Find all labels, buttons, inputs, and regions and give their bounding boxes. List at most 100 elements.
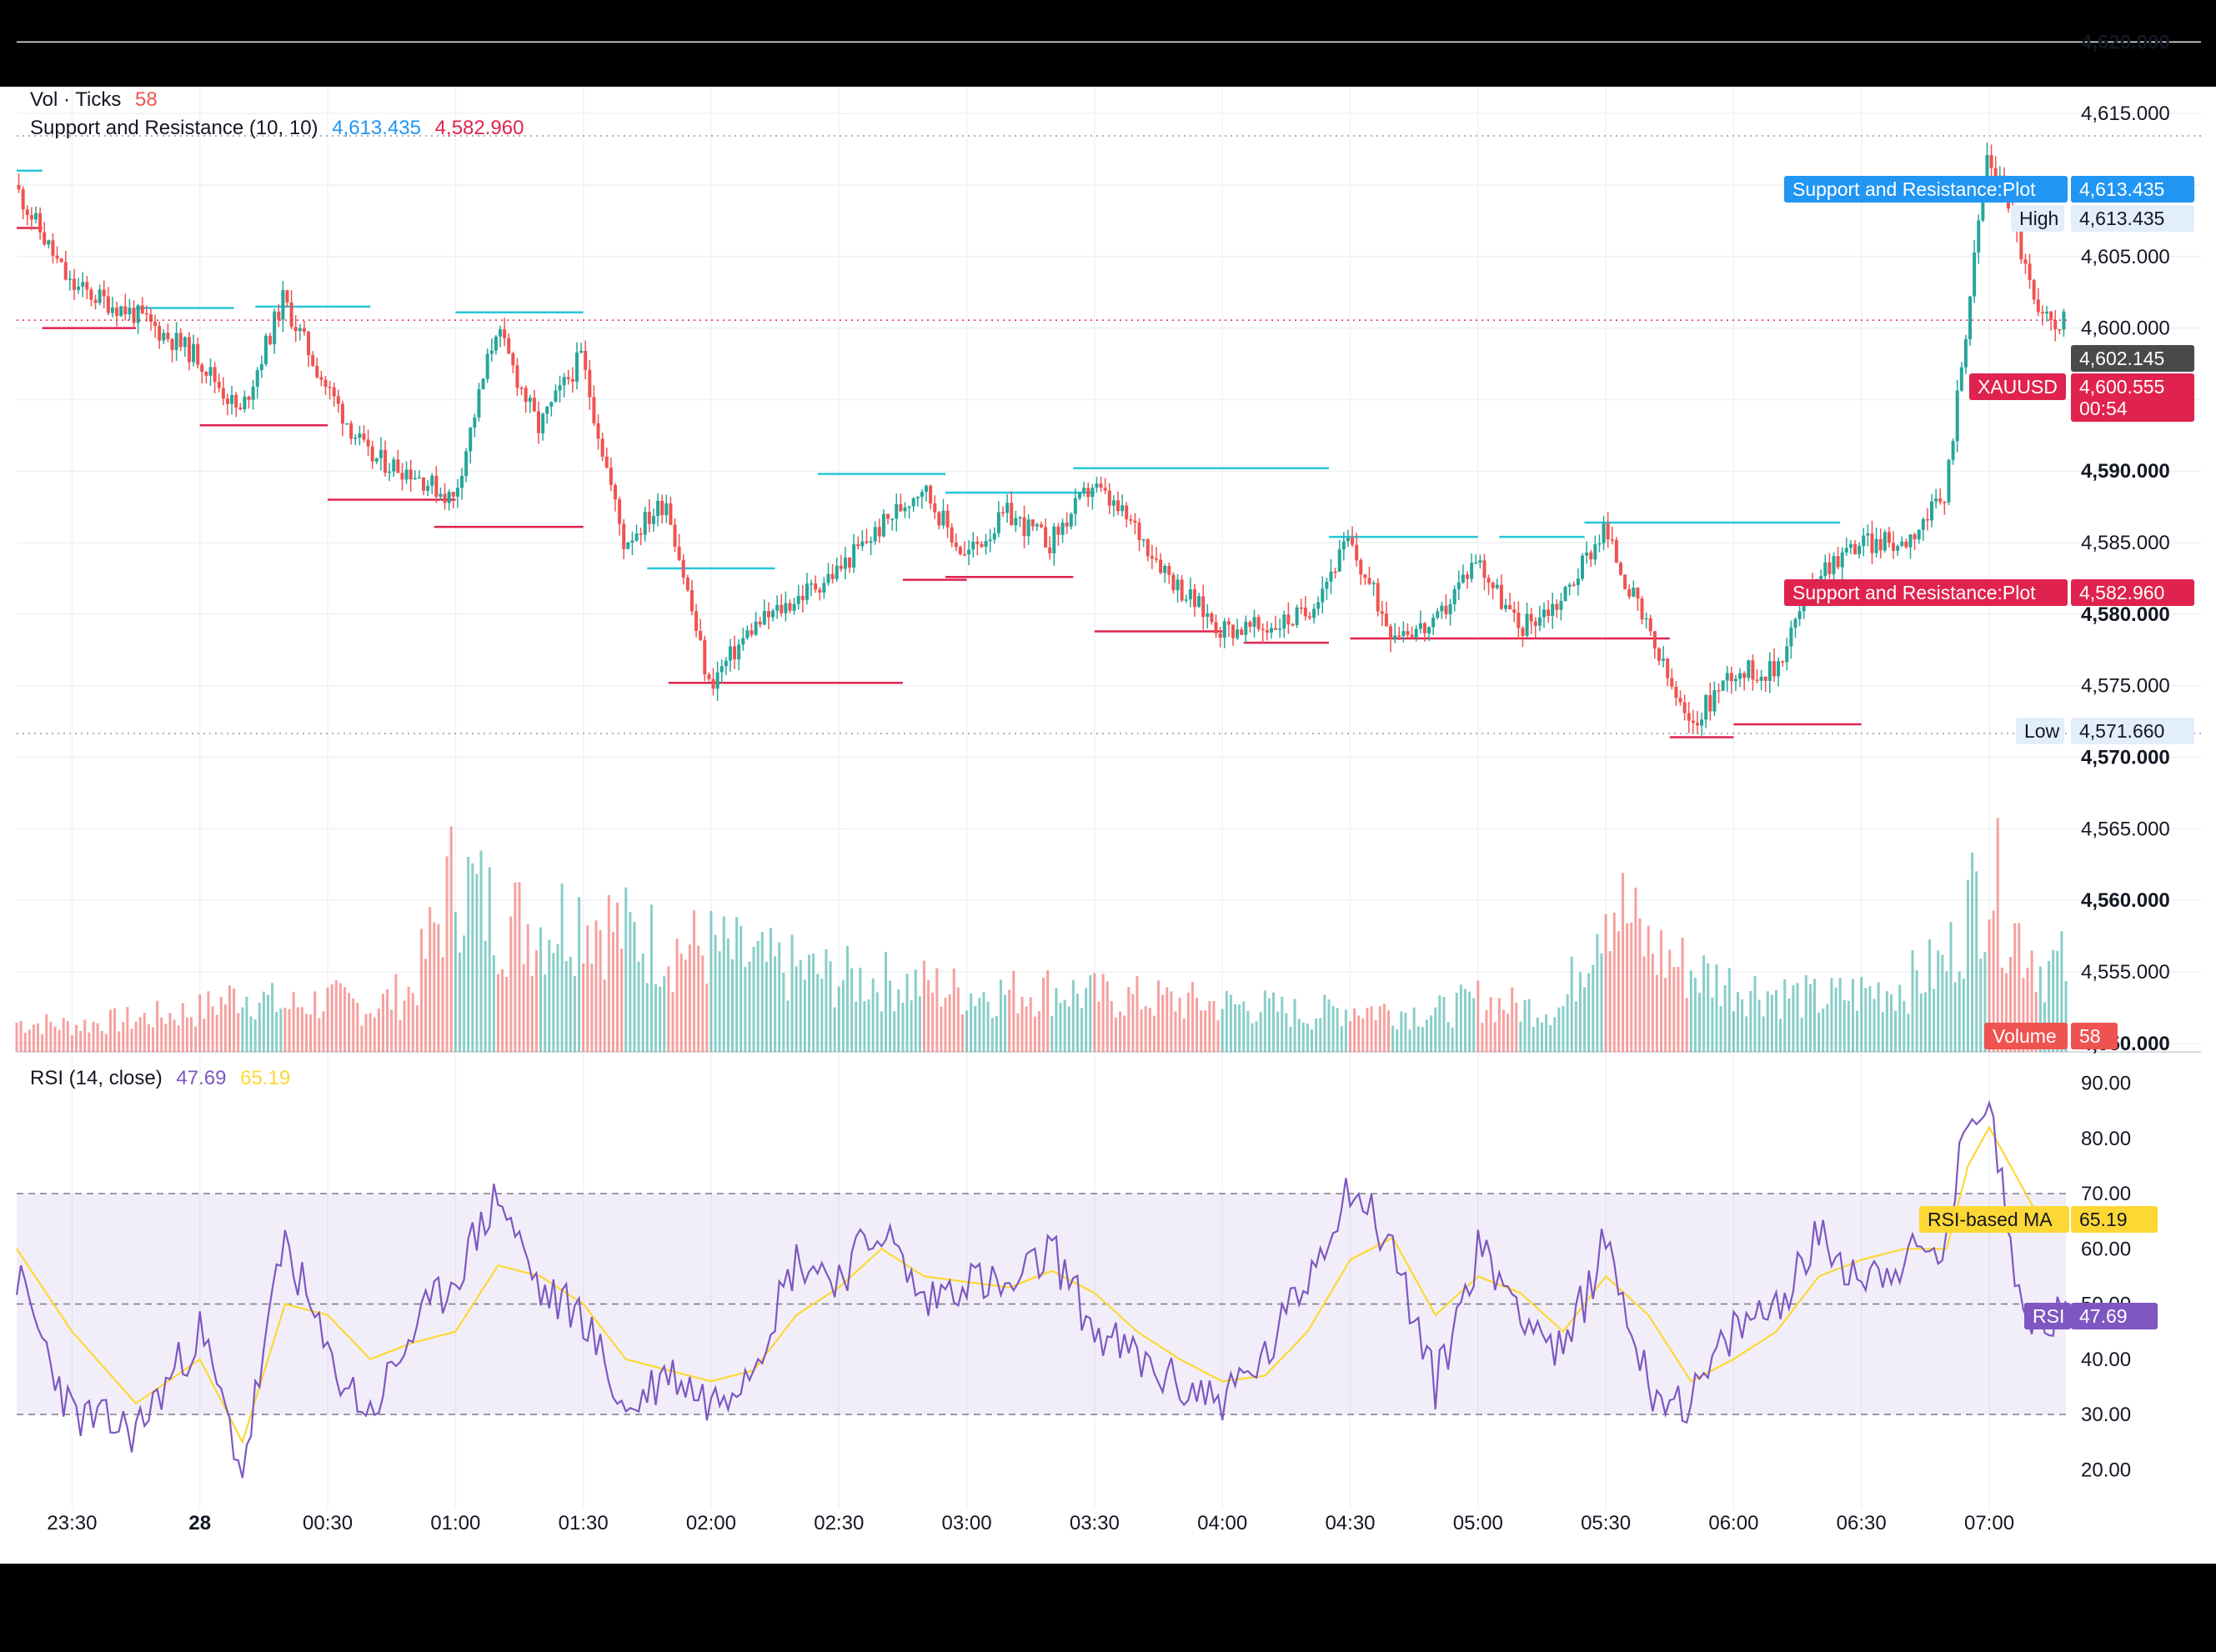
candle-body	[780, 604, 784, 613]
volume-series	[15, 818, 2068, 1052]
volume-bar	[181, 1003, 184, 1052]
candle-body	[856, 543, 860, 547]
candle-body	[618, 499, 622, 524]
volume-legend[interactable]: Vol · Ticks 58	[30, 88, 166, 112]
candle-body	[1947, 459, 1951, 503]
candle-body	[469, 427, 473, 452]
volume-bar	[735, 917, 739, 1052]
sr-legend[interactable]: Support and Resistance (10, 10) 4,613.43…	[30, 117, 532, 140]
volume-bar	[2048, 960, 2051, 1052]
candle-body	[1781, 661, 1785, 663]
volume-bar	[1446, 1022, 1450, 1052]
candle-body	[259, 363, 263, 371]
candle-body	[745, 630, 750, 638]
volume-bar	[1497, 998, 1501, 1052]
volume-bar	[774, 956, 777, 1052]
candle-body	[950, 527, 954, 543]
volume-bar	[1080, 1008, 1084, 1052]
candle-body	[1167, 566, 1171, 575]
volume-bar	[1306, 1023, 1309, 1052]
volume-bar	[1114, 1017, 1117, 1052]
rsi-ma-value-tag-bg	[2071, 1206, 2158, 1233]
volume-bar	[275, 1012, 278, 1052]
rsi-ma-tag-bg	[1919, 1206, 2069, 1233]
candle-body	[302, 328, 306, 333]
time-tick-label: 03:30	[1070, 1512, 1120, 1534]
volume-bar	[1127, 987, 1131, 1052]
volume-bar	[841, 980, 845, 1052]
volume-bar	[995, 1016, 998, 1052]
volume-bar	[1468, 991, 1471, 1052]
candle-body	[1299, 607, 1303, 609]
volume-bar	[1685, 998, 1688, 1052]
candle-body	[826, 573, 830, 583]
candle-body	[1065, 523, 1069, 527]
candle-body	[1418, 623, 1422, 629]
candle-body	[1226, 621, 1231, 625]
volume-bar	[1182, 1018, 1186, 1052]
candle-body	[1759, 676, 1763, 681]
volume-bar	[1110, 1001, 1113, 1052]
volume-bar	[1860, 976, 1863, 1052]
volume-bar	[1562, 1006, 1565, 1052]
candle-body	[140, 305, 144, 313]
volume-bar	[722, 916, 725, 1052]
candle-body	[681, 559, 685, 578]
candle-body	[1192, 589, 1196, 607]
time-axis[interactable]: 23:30 28 00:30 01:00 01:30 02:00 02:30 03:00 03:…	[47, 1512, 2014, 1534]
volume-bar	[458, 953, 461, 1052]
candle-body	[685, 577, 689, 591]
candle-body	[609, 468, 613, 485]
volume-bar	[845, 945, 849, 1052]
candle-body	[988, 539, 992, 542]
candle-body	[81, 282, 85, 287]
candle-body	[1951, 441, 1955, 460]
rsi-value-tag-bg	[2071, 1303, 2158, 1329]
volume-bar	[313, 991, 317, 1052]
volume-bar	[53, 1026, 57, 1052]
candle-body	[1427, 627, 1431, 633]
volume-bar	[1532, 1027, 1535, 1052]
volume-bar	[1557, 1007, 1561, 1052]
candle-body	[396, 459, 400, 473]
volume-bar	[1140, 1009, 1143, 1052]
volume-bar	[637, 961, 640, 1052]
volume-bar	[1301, 1022, 1305, 1052]
candle-body	[604, 456, 609, 468]
candle-body	[353, 438, 358, 439]
volume-bar	[2052, 949, 2055, 1052]
candle-body	[2062, 311, 2066, 330]
volume-bar	[1144, 1006, 1147, 1052]
volume-bar	[1864, 988, 1868, 1052]
volume-bar	[1319, 1018, 1322, 1052]
candle-body	[162, 333, 166, 341]
candle-body	[881, 513, 885, 537]
volume-bar	[1055, 988, 1058, 1052]
candle-body	[336, 396, 340, 404]
volume-bar	[1651, 954, 1654, 1052]
volume-bar	[2038, 966, 2042, 1052]
volume-bar	[386, 989, 389, 1052]
volume-bar	[795, 966, 798, 1052]
volume-bar	[1779, 1019, 1782, 1052]
volume-bar	[552, 953, 555, 1052]
volume-bar	[1315, 1018, 1318, 1052]
candle-body	[1517, 613, 1521, 628]
candle-body	[422, 477, 426, 491]
candle-body	[204, 372, 208, 376]
candle-body	[810, 583, 814, 585]
volume-bar	[1842, 999, 1846, 1052]
volume-bar	[875, 992, 879, 1052]
candle-body	[1827, 562, 1832, 574]
candle-body	[622, 523, 626, 549]
volume-bar	[1059, 1003, 1062, 1052]
high-value: 4,613.435	[2079, 208, 2164, 229]
volume-bar	[1408, 1029, 1411, 1052]
volume-bar	[1251, 1023, 1254, 1052]
volume-bar	[855, 1001, 858, 1052]
volume-bar	[41, 1034, 44, 1052]
grid	[17, 41, 2201, 1509]
rsi-legend[interactable]: RSI (14, close) 47.69 65.19	[30, 1067, 298, 1090]
candle-body	[1048, 547, 1052, 553]
